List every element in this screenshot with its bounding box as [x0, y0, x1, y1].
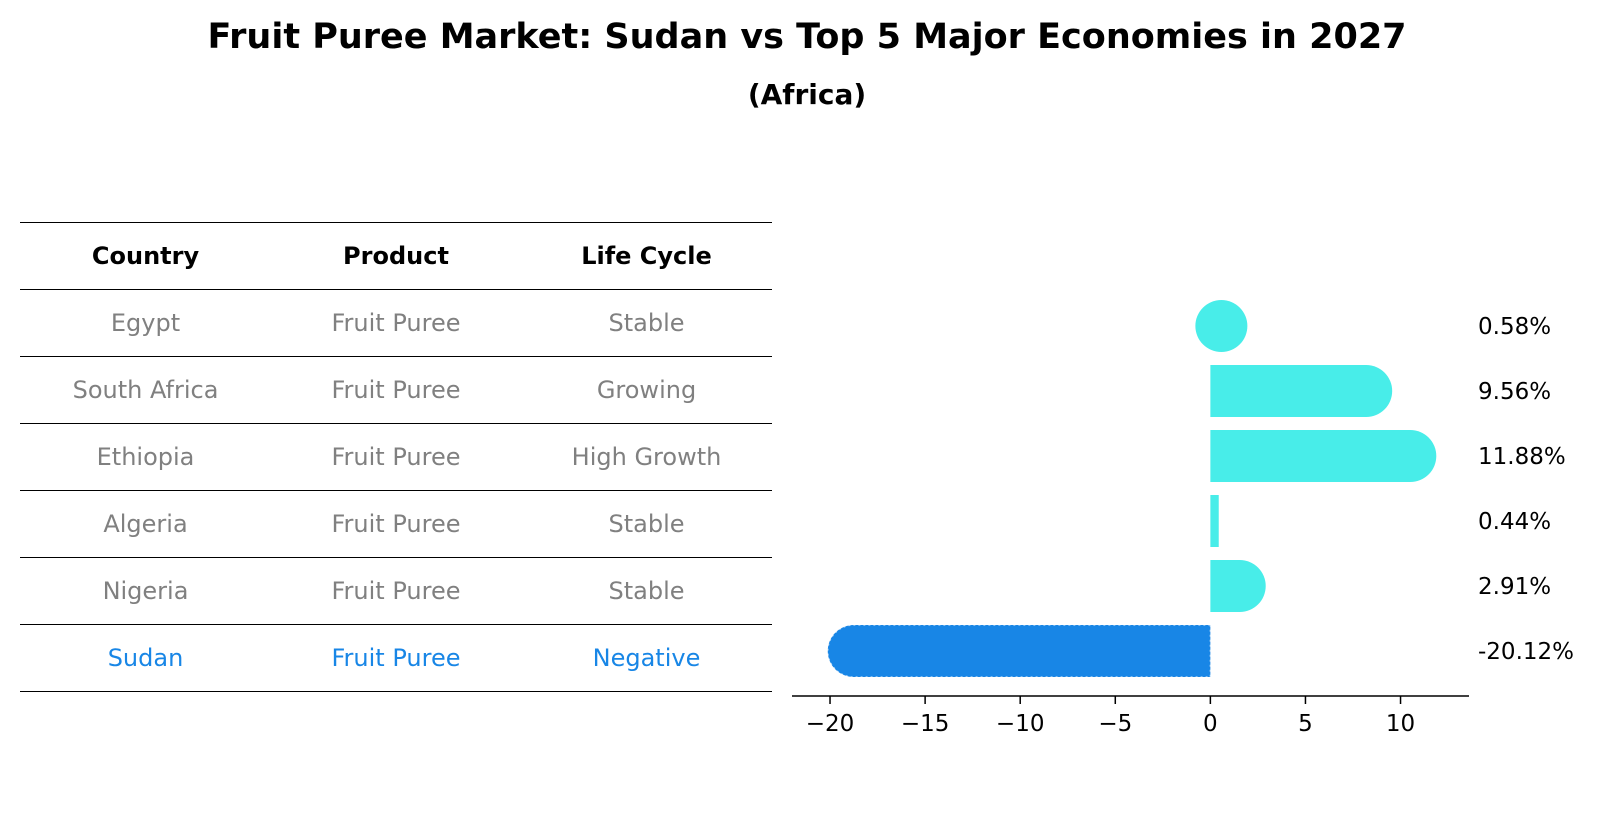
x-tick-label: 0 — [1203, 711, 1218, 737]
value-label: 2.91% — [1478, 574, 1551, 600]
bars-group — [827, 300, 1437, 678]
table-header-row: Country Product Life Cycle — [20, 222, 772, 290]
x-axis: −20 −15 −10 −5 0 5 10 — [792, 695, 1469, 737]
table-row: Nigeria Fruit Puree Stable — [20, 557, 772, 625]
table-row: Egypt Fruit Puree Stable — [20, 289, 772, 357]
cell-life-cycle: Growing — [521, 356, 772, 424]
chart-title: Fruit Puree Market: Sudan vs Top 5 Major… — [207, 17, 1407, 57]
cell-product: Fruit Puree — [271, 624, 521, 692]
x-tick-label: −10 — [996, 711, 1045, 737]
cell-country: Sudan — [20, 624, 271, 692]
value-labels-group: 0.58% 9.56% 11.88% 0.44% 2.91% -20.12% — [1478, 314, 1574, 665]
cell-life-cycle: High Growth — [521, 423, 772, 491]
x-tick-label: 10 — [1386, 711, 1415, 737]
cell-product: Fruit Puree — [271, 356, 521, 424]
bar-sudan — [827, 625, 1211, 677]
cell-product: Fruit Puree — [271, 557, 521, 625]
cell-product: Fruit Puree — [271, 289, 521, 357]
x-tick-label: −15 — [901, 711, 950, 737]
cell-life-cycle: Stable — [521, 289, 772, 357]
bar-ethiopia — [1210, 430, 1437, 482]
cell-life-cycle: Stable — [521, 490, 772, 558]
value-label: 0.58% — [1478, 314, 1551, 340]
bar-south-africa — [1210, 365, 1393, 417]
bar-egypt — [1195, 300, 1248, 352]
header-life-cycle: Life Cycle — [521, 222, 772, 290]
bar-highlight-outline — [827, 624, 1212, 678]
market-table: Country Product Life Cycle Egypt Fruit P… — [20, 222, 772, 692]
cell-country: Nigeria — [20, 557, 271, 625]
bar-algeria — [1210, 495, 1219, 547]
cell-country: Egypt — [20, 289, 271, 357]
chart-subtitle: (Africa) — [747, 78, 867, 111]
cell-country: Algeria — [20, 490, 271, 558]
cell-product: Fruit Puree — [271, 423, 521, 491]
value-label: -20.12% — [1478, 639, 1574, 665]
x-tick-label: 5 — [1298, 711, 1313, 737]
x-tick-label: −5 — [1098, 711, 1132, 737]
value-label: 11.88% — [1478, 444, 1566, 470]
table-row: Ethiopia Fruit Puree High Growth — [20, 423, 772, 491]
cell-product: Fruit Puree — [271, 490, 521, 558]
table-row: South Africa Fruit Puree Growing — [20, 356, 772, 424]
table-row-highlight: Sudan Fruit Puree Negative — [20, 624, 772, 692]
value-label: 9.56% — [1478, 379, 1551, 405]
header-country: Country — [20, 222, 271, 290]
bar-nigeria — [1210, 560, 1266, 612]
table-row: Algeria Fruit Puree Stable — [20, 490, 772, 558]
cell-country: Ethiopia — [20, 423, 271, 491]
cell-country: South Africa — [20, 356, 271, 424]
value-label: 0.44% — [1478, 509, 1551, 535]
header-product: Product — [271, 222, 521, 290]
cell-life-cycle: Negative — [521, 624, 772, 692]
cell-life-cycle: Stable — [521, 557, 772, 625]
x-tick-label: −20 — [806, 711, 855, 737]
